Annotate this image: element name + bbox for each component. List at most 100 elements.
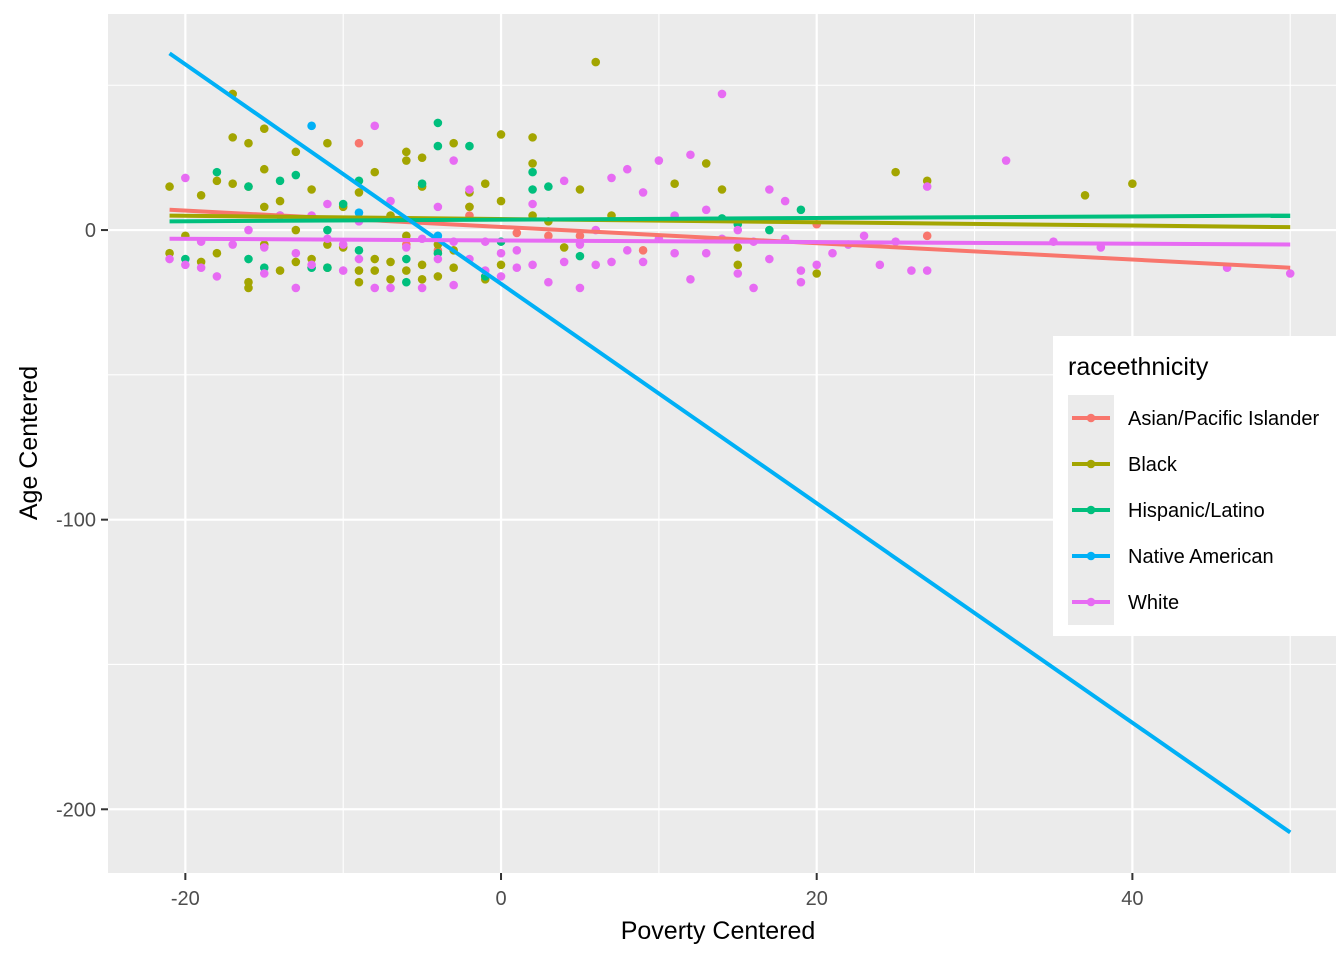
data-point: [433, 141, 443, 151]
legend-key-point: [1086, 551, 1096, 561]
legend-label: Black: [1128, 454, 1178, 476]
data-point: [622, 164, 632, 174]
data-point: [370, 254, 380, 264]
data-point: [559, 243, 569, 252]
y-axis-title: Age Centered: [15, 366, 43, 520]
data-point: [1285, 269, 1295, 278]
data-point: [417, 274, 427, 284]
legend-title: raceethnicity: [1068, 353, 1209, 381]
data-point: [496, 260, 506, 270]
x-axis-ticks: -20 0 20 40: [171, 873, 1144, 910]
data-point: [259, 269, 269, 278]
data-point: [275, 196, 285, 206]
data-point: [354, 277, 364, 287]
data-point: [528, 133, 537, 142]
data-point: [386, 257, 395, 267]
legend-label: Asian/Pacific Islander: [1128, 408, 1320, 430]
x-tick-label: 20: [806, 888, 828, 910]
data-point: [544, 277, 553, 287]
data-point: [370, 121, 380, 131]
data-point: [212, 248, 222, 258]
data-point: [749, 283, 758, 293]
data-point: [449, 263, 458, 273]
data-point: [402, 254, 411, 264]
legend: raceethnicity Asian/Pacific Islander Blac…: [1053, 336, 1344, 636]
data-point: [402, 147, 411, 157]
data-point: [654, 156, 664, 165]
data-point: [433, 118, 443, 128]
data-point: [701, 205, 711, 215]
data-point: [370, 167, 380, 177]
data-point: [559, 176, 569, 186]
data-point: [607, 173, 616, 183]
y-axis-ticks: 0 -100 -200: [56, 220, 108, 821]
data-point: [875, 260, 885, 270]
legend-label: White: [1128, 592, 1179, 614]
data-point: [796, 205, 806, 215]
data-point: [275, 266, 285, 275]
data-point: [528, 167, 537, 177]
data-point: [796, 277, 806, 287]
data-point: [307, 121, 316, 131]
data-point: [701, 248, 711, 258]
data-point: [922, 182, 932, 191]
data-point: [370, 266, 380, 275]
data-point: [480, 179, 490, 189]
data-point: [686, 274, 695, 284]
fit-line: [169, 213, 1291, 224]
fit-line: [169, 236, 1291, 247]
data-point: [275, 176, 285, 186]
data-point: [828, 248, 837, 258]
legend-entries: Asian/Pacific Islander Black Hispanic/Lati…: [1068, 395, 1320, 625]
data-point: [228, 133, 237, 142]
data-point: [291, 147, 301, 157]
data-point: [622, 246, 632, 255]
data-point: [449, 138, 458, 148]
data-point: [433, 272, 443, 281]
data-point: [512, 246, 522, 255]
data-point: [528, 260, 537, 270]
data-point: [386, 283, 395, 293]
data-point: [765, 225, 774, 235]
data-point: [354, 246, 364, 255]
data-point: [259, 202, 269, 212]
y-tick-label: -100: [56, 510, 96, 532]
data-point: [922, 266, 932, 275]
data-point: [765, 185, 774, 194]
fit-lines: [168, 51, 1292, 835]
data-point: [291, 248, 301, 258]
data-point: [796, 266, 806, 275]
data-point: [386, 274, 395, 284]
data-point: [496, 248, 506, 258]
fit-line: [169, 213, 1291, 230]
data-point: [244, 254, 253, 264]
data-point: [307, 185, 316, 194]
data-point: [338, 266, 348, 275]
data-point: [496, 130, 506, 139]
data-point: [1001, 156, 1011, 165]
data-point: [354, 208, 364, 217]
data-point: [228, 179, 237, 189]
data-point: [291, 225, 301, 235]
data-point: [1128, 179, 1137, 189]
data-point: [544, 182, 553, 191]
data-point: [717, 89, 727, 99]
data-point: [717, 185, 727, 194]
data-point: [496, 272, 506, 281]
data-point: [780, 196, 790, 206]
data-point: [559, 257, 569, 267]
data-point: [528, 185, 537, 194]
data-point: [338, 199, 348, 209]
data-point: [244, 225, 253, 235]
data-point: [670, 248, 679, 258]
data-point: [859, 231, 869, 241]
data-point: [465, 202, 474, 212]
data-point: [323, 225, 332, 235]
data-point: [607, 257, 616, 267]
data-point: [512, 228, 522, 238]
data-point: [496, 196, 506, 206]
data-point: [891, 167, 900, 177]
x-axis-title: Poverty Centered: [621, 917, 816, 945]
data-point: [259, 164, 269, 174]
data-point: [575, 185, 585, 194]
